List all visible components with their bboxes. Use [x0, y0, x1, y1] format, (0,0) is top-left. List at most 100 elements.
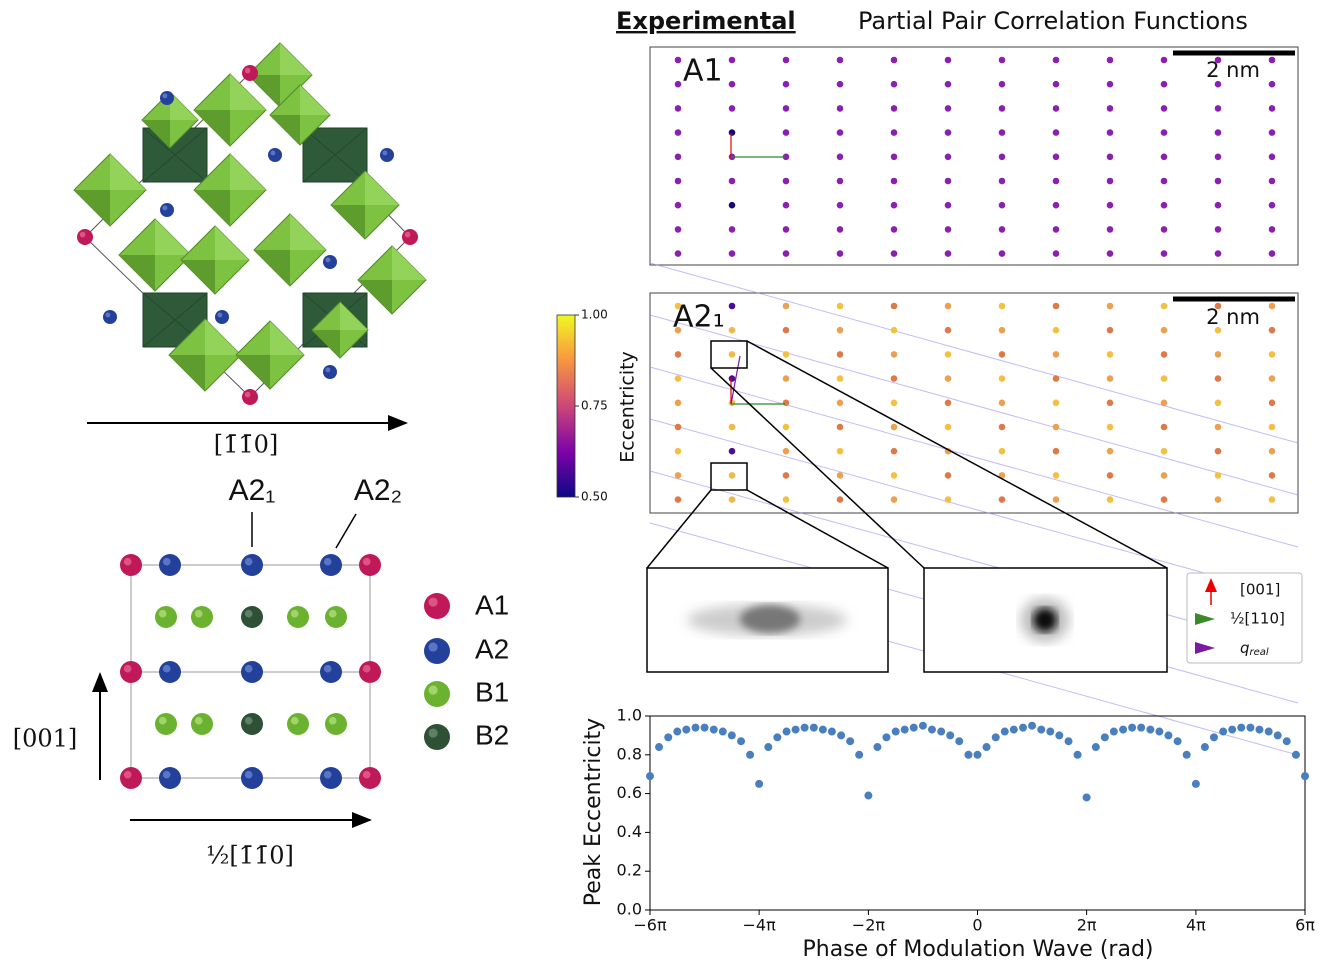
site-pointer	[336, 514, 356, 548]
data-point	[1228, 726, 1236, 734]
atom	[241, 713, 263, 735]
data-point	[1283, 737, 1291, 745]
map-peak	[1107, 178, 1114, 185]
atom-highlight	[329, 610, 337, 618]
map-peak	[1215, 351, 1222, 358]
map-peak	[1161, 129, 1168, 136]
map-peak	[1107, 400, 1114, 407]
atom	[424, 681, 450, 707]
atom-highlight	[163, 665, 171, 673]
x-tick-label: 2π	[1077, 916, 1097, 935]
atom-highlight	[159, 610, 167, 618]
map-peak	[783, 57, 790, 64]
map-peak	[837, 81, 844, 88]
map-peak	[891, 129, 898, 136]
data-point	[773, 733, 781, 741]
map-peak	[1053, 202, 1060, 209]
atom	[268, 148, 282, 162]
map-peak	[891, 351, 898, 358]
x-tick-label: 4π	[1186, 916, 1206, 935]
map-peak	[1107, 351, 1114, 358]
atom-highlight	[245, 392, 251, 398]
map-peak	[783, 496, 790, 503]
data-point	[1083, 793, 1091, 801]
map-peak	[999, 57, 1006, 64]
map-peak	[945, 496, 952, 503]
x-tick-label: −2π	[852, 916, 886, 935]
data-point	[764, 743, 772, 751]
atom-highlight	[163, 558, 171, 566]
map-peak	[783, 375, 790, 382]
atom	[320, 554, 342, 576]
atom-highlight	[382, 150, 387, 155]
map-peak	[783, 327, 790, 334]
data-point	[1028, 722, 1036, 730]
colorbar	[557, 315, 575, 497]
map-peak	[675, 81, 682, 88]
map-peak	[891, 400, 898, 407]
map-peak	[675, 472, 682, 479]
colorbar-tick-label: 1.00	[581, 308, 608, 322]
map-peak	[1269, 105, 1276, 112]
atom-highlight	[324, 558, 332, 566]
map-peak	[837, 351, 844, 358]
map-peak	[1107, 154, 1114, 161]
map-peak	[891, 496, 898, 503]
map-peak	[1107, 375, 1114, 382]
data-point	[901, 726, 909, 734]
map-peak	[999, 105, 1006, 112]
data-point	[719, 728, 727, 736]
legend-label: ½[110]	[1230, 610, 1285, 628]
map-peak	[999, 154, 1006, 161]
map-peak	[729, 472, 736, 479]
data-point	[1246, 724, 1254, 732]
map-peak	[1215, 496, 1222, 503]
map-peak	[1107, 81, 1114, 88]
y-axis-label: Peak Eccentricity	[581, 718, 606, 906]
colorbar-tick-label: 0.50	[581, 490, 608, 504]
data-point	[755, 780, 763, 788]
data-point	[1301, 772, 1309, 780]
map-peak	[729, 202, 736, 209]
octahedron-face	[331, 205, 365, 239]
data-point	[873, 743, 881, 751]
map-peak	[1161, 154, 1168, 161]
atom-highlight	[105, 312, 110, 317]
atom-highlight	[429, 686, 438, 695]
data-point	[819, 726, 827, 734]
atom	[424, 724, 450, 750]
peak-image	[1033, 608, 1057, 632]
map-peak	[891, 226, 898, 233]
data-point	[855, 751, 863, 759]
map-peak	[783, 351, 790, 358]
atom	[155, 713, 177, 735]
map-peak	[945, 81, 952, 88]
map-peak	[729, 250, 736, 257]
atom	[120, 767, 142, 789]
atom-highlight	[245, 771, 253, 779]
data-point	[1119, 726, 1127, 734]
map-peak	[1107, 226, 1114, 233]
map-peak	[837, 202, 844, 209]
atom	[320, 661, 342, 683]
legend-label: A2	[475, 633, 509, 664]
data-point	[964, 751, 972, 759]
data-point	[1010, 726, 1018, 734]
map-peak	[891, 154, 898, 161]
data-point	[1037, 726, 1045, 734]
octahedron-face	[392, 246, 426, 280]
map-peak	[1269, 202, 1276, 209]
atom	[241, 661, 263, 683]
atom	[402, 229, 418, 245]
map-peak	[999, 226, 1006, 233]
peak-image	[740, 605, 800, 633]
map-peak	[891, 375, 898, 382]
x-tick-label: −4π	[742, 916, 776, 935]
map-peak	[999, 327, 1006, 334]
data-point	[1101, 733, 1109, 741]
data-point	[801, 724, 809, 732]
map-peak	[891, 57, 898, 64]
map-peak	[999, 250, 1006, 257]
map-peak	[945, 178, 952, 185]
data-point	[1074, 751, 1082, 759]
